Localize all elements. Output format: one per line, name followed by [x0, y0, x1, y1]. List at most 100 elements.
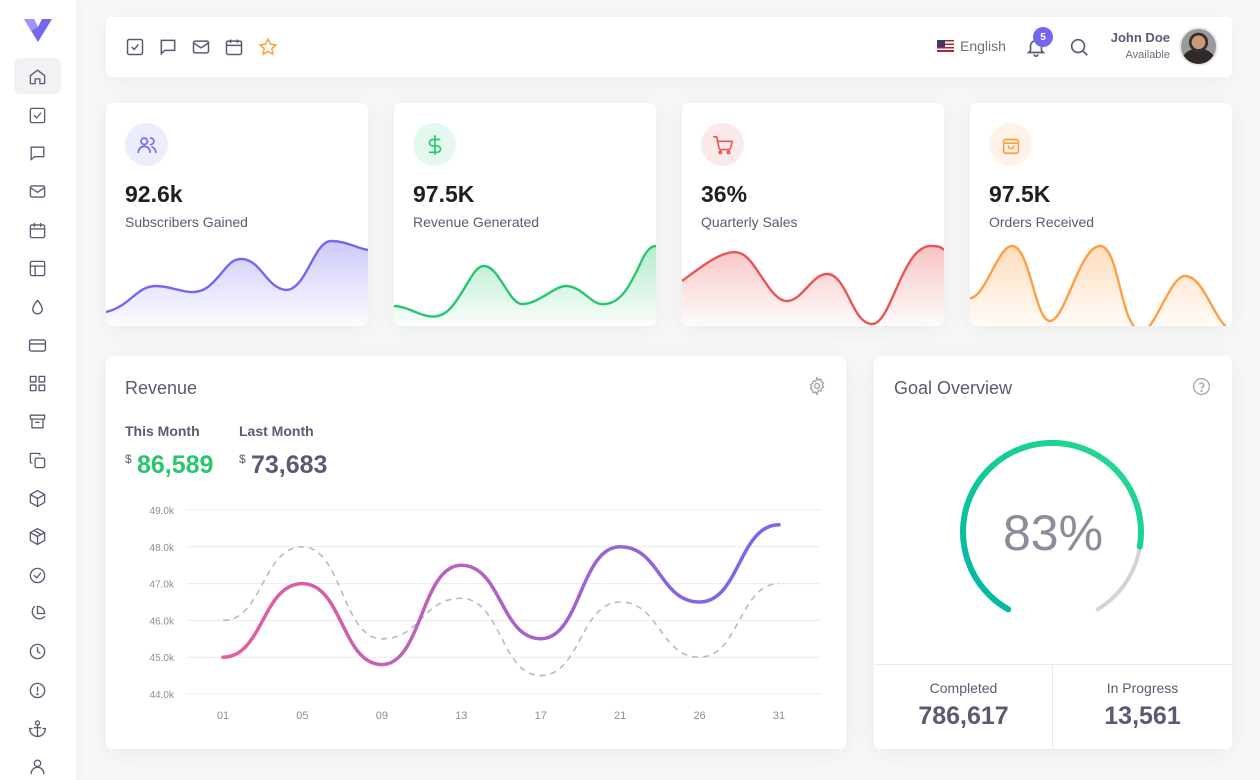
grid-icon: [29, 375, 46, 391]
home-icon: [29, 68, 46, 84]
sidebar-item-droplet[interactable]: [14, 289, 61, 325]
layout-icon: [29, 260, 46, 276]
in-progress-label: In Progress: [1106, 680, 1179, 696]
language-label: English: [960, 38, 1006, 54]
sidebar-item-user[interactable]: [14, 748, 61, 780]
x-tick-label: 05: [296, 710, 308, 722]
sidebar-item-copy[interactable]: [14, 442, 61, 478]
sidebar-item-anchor[interactable]: [14, 710, 61, 746]
shopping-cart-icon: [712, 135, 733, 154]
email-icon: [29, 184, 46, 198]
y-tick-label: 45.0k: [150, 653, 175, 664]
x-tick-label: 09: [376, 710, 388, 722]
x-tick-label: 21: [614, 710, 626, 722]
goal-radial-gauge: [960, 439, 1145, 613]
us-flag-icon: [937, 40, 954, 52]
revenue-card: Revenue This Month Last Month $ 86,589 $…: [106, 356, 846, 749]
stat-sparkline: [970, 244, 1232, 326]
sidebar-item-check-circle[interactable]: [14, 557, 61, 593]
this-month-series-line: [221, 522, 781, 667]
chat-icon[interactable]: [157, 36, 179, 58]
chat-icon: [30, 145, 45, 161]
gauge-progress: [960, 439, 1145, 613]
stat-avatar: [125, 123, 168, 166]
in-progress-value: 13,561: [1104, 702, 1181, 730]
goal-title: Goal Overview: [894, 378, 1013, 398]
sidebar-item-alert-circle[interactable]: [14, 672, 61, 708]
sidebar-item-credit-card[interactable]: [14, 327, 61, 363]
currency-symbol: $: [239, 452, 246, 466]
sidebar-item-home[interactable]: [14, 58, 61, 94]
stat-sparkline: [106, 239, 368, 326]
stat-card-orders-received: 97.5K Orders Received: [970, 103, 1232, 326]
user-avatar[interactable]: [1179, 27, 1218, 66]
stat-sparkline: [682, 244, 944, 326]
stat-value: 97.5K: [413, 181, 475, 207]
goal-overview-card: Goal Overview 83% Completed 786,617 In P…: [874, 356, 1232, 749]
y-tick-label: 46.0k: [150, 616, 175, 627]
stat-label: Quarterly Sales: [701, 214, 798, 230]
stat-avatar: [413, 123, 456, 166]
currency-symbol: $: [125, 452, 132, 466]
user-icon: [30, 758, 45, 774]
sidebar-item-calendar[interactable]: [14, 212, 61, 248]
y-tick-label: 49.0k: [150, 506, 175, 517]
sidebar-item-email[interactable]: [14, 173, 61, 209]
brand-logo[interactable]: [22, 16, 54, 44]
alert-circle-icon: [29, 682, 46, 698]
settings-gear-icon[interactable]: [807, 376, 827, 396]
copy-icon: [29, 452, 46, 468]
package-icon: [29, 527, 46, 545]
sidebar-item-grid[interactable]: [14, 365, 61, 401]
this-month-label: This Month: [125, 423, 200, 439]
last-month-label: Last Month: [239, 423, 314, 439]
gauge-track: [1095, 544, 1142, 612]
x-tick-label: 01: [217, 710, 229, 722]
help-circle-icon[interactable]: [1192, 377, 1211, 396]
last-month-value: 73,683: [251, 451, 328, 479]
stat-avatar: [701, 123, 744, 166]
revenue-line-chart: 49.0k 48.0k 47.0k 46.0k 45.0k 44.0k 01 05 09 13 17…: [150, 506, 820, 722]
sidebar-item-chat[interactable]: [14, 135, 61, 171]
box-icon: [29, 489, 46, 507]
sidebar-item-archive[interactable]: [14, 403, 61, 439]
user-name[interactable]: John Doe: [1110, 30, 1170, 45]
users-icon: [136, 136, 157, 153]
x-tick-label: 26: [693, 710, 705, 722]
pie-chart-icon: [31, 605, 46, 619]
search-icon[interactable]: [1068, 36, 1090, 58]
todo-icon[interactable]: [124, 36, 146, 58]
sidebar-item-pie-chart[interactable]: [14, 595, 61, 631]
sidebar-item-clock[interactable]: [14, 633, 61, 669]
email-icon[interactable]: [190, 36, 212, 58]
stat-label: Subscribers Gained: [125, 214, 248, 230]
credit-card-icon: [28, 338, 47, 352]
y-tick-label: 48.0k: [150, 543, 175, 554]
stat-label: Orders Received: [989, 214, 1095, 230]
notification-badge: 5: [1033, 27, 1053, 47]
dollar-icon: [428, 134, 441, 155]
user-status: Available: [1125, 49, 1170, 61]
last-month-series-line: [222, 545, 780, 677]
completed-value: 786,617: [918, 702, 1009, 730]
stat-card-quarterly-sales: 36% Quarterly Sales: [682, 103, 944, 326]
stat-card-subscribers-gained: 92.6k Subscribers Gained: [106, 103, 368, 326]
stat-avatar: [989, 123, 1032, 166]
check-circle-icon: [29, 567, 46, 583]
sidebar-item-box[interactable]: [14, 480, 61, 516]
calendar-icon[interactable]: [223, 36, 245, 58]
stat-card-revenue-generated: 97.5K Revenue Generated: [394, 103, 656, 326]
goal-divider: [1052, 664, 1053, 749]
stat-value: 97.5K: [989, 181, 1051, 207]
sidebar-item-layout[interactable]: [14, 250, 61, 286]
sidebar-item-package[interactable]: [14, 518, 61, 554]
sidebar-item-todo[interactable]: [14, 97, 61, 133]
completed-label: Completed: [929, 680, 998, 696]
droplet-icon: [32, 299, 43, 314]
stat-value: 92.6k: [125, 181, 183, 207]
y-tick-label: 44.0k: [150, 690, 175, 701]
star-icon[interactable]: [257, 36, 279, 58]
stat-value: 36%: [701, 181, 748, 207]
language-selector[interactable]: English: [937, 38, 1006, 54]
stat-label: Revenue Generated: [413, 214, 540, 230]
